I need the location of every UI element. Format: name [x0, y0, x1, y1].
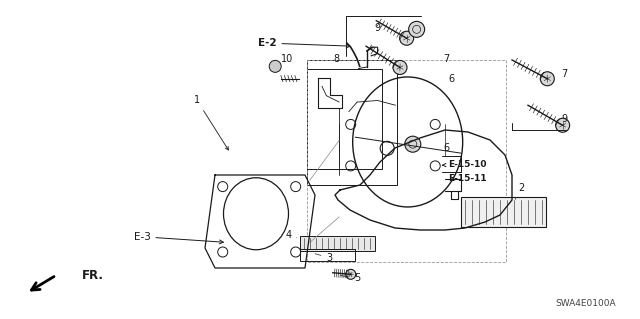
Text: 6: 6 — [449, 74, 455, 84]
Text: 1: 1 — [194, 95, 228, 150]
Text: E-15-11: E-15-11 — [448, 174, 486, 182]
Text: E-3: E-3 — [134, 232, 223, 244]
Circle shape — [269, 60, 281, 72]
Bar — [300, 236, 374, 251]
Text: 6: 6 — [443, 143, 449, 153]
Circle shape — [393, 61, 407, 74]
Text: 8: 8 — [333, 54, 339, 64]
Text: 2: 2 — [515, 183, 525, 199]
Circle shape — [346, 269, 356, 279]
Text: 3: 3 — [315, 253, 333, 263]
Bar — [461, 197, 546, 227]
Text: E-2: E-2 — [258, 38, 350, 48]
Bar — [307, 60, 397, 185]
Text: 9: 9 — [561, 114, 568, 124]
Text: 10: 10 — [280, 54, 293, 64]
Text: FR.: FR. — [82, 270, 104, 282]
Text: E-15-10: E-15-10 — [442, 160, 486, 169]
Text: 7: 7 — [561, 69, 568, 79]
Text: 4: 4 — [285, 230, 297, 241]
Text: 5: 5 — [340, 273, 360, 284]
Circle shape — [409, 21, 425, 37]
Bar — [307, 69, 382, 168]
Bar — [300, 249, 355, 261]
Bar — [307, 60, 506, 262]
Text: 7: 7 — [443, 54, 449, 64]
Text: 9: 9 — [374, 23, 380, 33]
Text: SWA4E0100A: SWA4E0100A — [555, 299, 616, 308]
Circle shape — [405, 136, 421, 152]
Circle shape — [399, 31, 413, 45]
Circle shape — [540, 72, 554, 86]
Circle shape — [556, 118, 570, 132]
